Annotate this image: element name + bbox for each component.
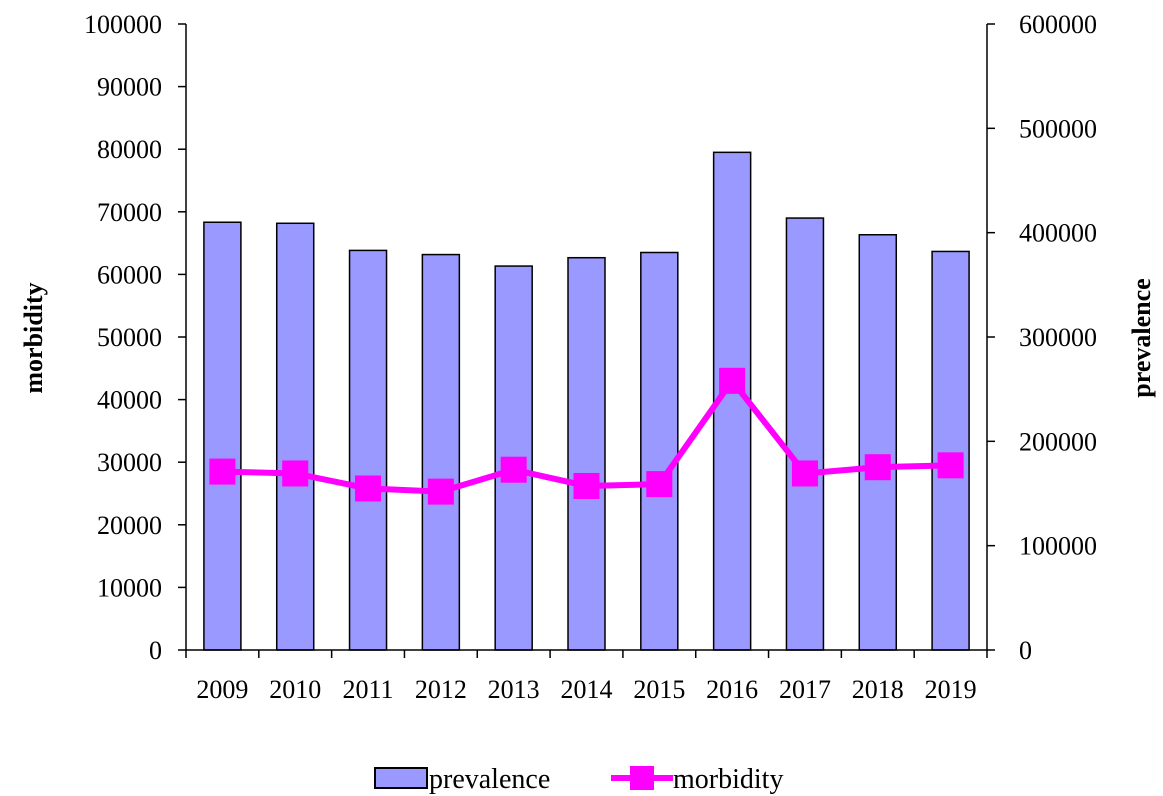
bar-2019 xyxy=(931,250,970,651)
morbidity-point-2018 xyxy=(864,454,891,481)
morbidity-point-2015 xyxy=(646,471,673,498)
morbidity-point-2012 xyxy=(427,478,454,505)
bar-2014 xyxy=(567,256,606,651)
morbidity-point-2010 xyxy=(282,460,309,487)
bar-2018 xyxy=(858,234,898,651)
bar-2009 xyxy=(203,221,242,651)
right-tick-label: 600000 xyxy=(1019,10,1097,39)
x-tick-label: 2014 xyxy=(561,675,613,704)
morbidity-point-2011 xyxy=(355,475,382,502)
bar-2012 xyxy=(421,253,461,651)
morbidity-point-2009 xyxy=(209,458,236,485)
x-tick-label: 2016 xyxy=(706,675,758,704)
x-tick-label: 2009 xyxy=(196,675,248,704)
left-tick-label: 80000 xyxy=(97,135,162,164)
legend: prevalence morbidity xyxy=(374,764,783,795)
bar-2015 xyxy=(640,251,679,651)
right-tick-label: 200000 xyxy=(1019,427,1097,456)
right-tick-label: 100000 xyxy=(1019,532,1097,561)
left-axis-ticks: 0 10000 20000 30000 40000 50000 60000 70000 8000… xyxy=(84,10,186,665)
morbidity-point-2014 xyxy=(573,472,600,499)
bar-2010 xyxy=(275,222,315,651)
x-tick-label: 2012 xyxy=(415,675,467,704)
right-tick-label: 300000 xyxy=(1019,323,1097,352)
left-tick-label: 100000 xyxy=(84,10,162,39)
left-tick-label: 70000 xyxy=(97,198,162,227)
legend-label-morbidity: morbidity xyxy=(673,764,783,795)
right-axis-ticks: 0 100000 200000 300000 400000 500000 600000 xyxy=(987,10,1097,665)
morbidity-point-2017 xyxy=(791,460,818,487)
legend-swatch-prevalence xyxy=(374,767,428,789)
left-tick-label: 90000 xyxy=(97,73,162,102)
left-tick-label: 30000 xyxy=(97,448,162,477)
x-tick-label: 2010 xyxy=(269,675,321,704)
bar-series-prevalence xyxy=(203,151,970,651)
x-tick-label: 2015 xyxy=(633,675,685,704)
left-tick-label: 20000 xyxy=(97,511,162,540)
x-tick-label: 2011 xyxy=(343,675,394,704)
x-tick-label: 2013 xyxy=(488,675,540,704)
bar-2011 xyxy=(348,249,388,651)
right-tick-label: 500000 xyxy=(1019,114,1097,143)
x-tick-label: 2019 xyxy=(925,675,977,704)
left-tick-label: 60000 xyxy=(97,260,162,289)
left-axis-title: morbidity xyxy=(19,282,48,393)
bar-2017 xyxy=(785,217,825,651)
right-axis-title: prevalence xyxy=(1127,278,1156,397)
legend-marker-morbidity xyxy=(630,766,654,790)
x-axis-ticks: 2009 2010 2011 2012 2013 2014 2015 2016 2017 2018… xyxy=(185,650,988,704)
right-tick-label: 400000 xyxy=(1019,219,1097,248)
morbidity-point-2013 xyxy=(500,456,527,483)
morbidity-point-2019 xyxy=(937,452,964,479)
left-tick-label: 50000 xyxy=(97,323,162,352)
legend-label-prevalence: prevalence xyxy=(429,764,550,795)
x-tick-label: 2018 xyxy=(852,675,904,704)
line-series-morbidity xyxy=(209,367,964,505)
right-tick-label: 0 xyxy=(1019,636,1032,665)
left-tick-label: 40000 xyxy=(97,386,162,415)
morbidity-point-2016 xyxy=(719,367,746,394)
left-tick-label: 0 xyxy=(149,636,162,665)
left-tick-label: 10000 xyxy=(97,573,162,602)
x-tick-label: 2017 xyxy=(779,675,831,704)
